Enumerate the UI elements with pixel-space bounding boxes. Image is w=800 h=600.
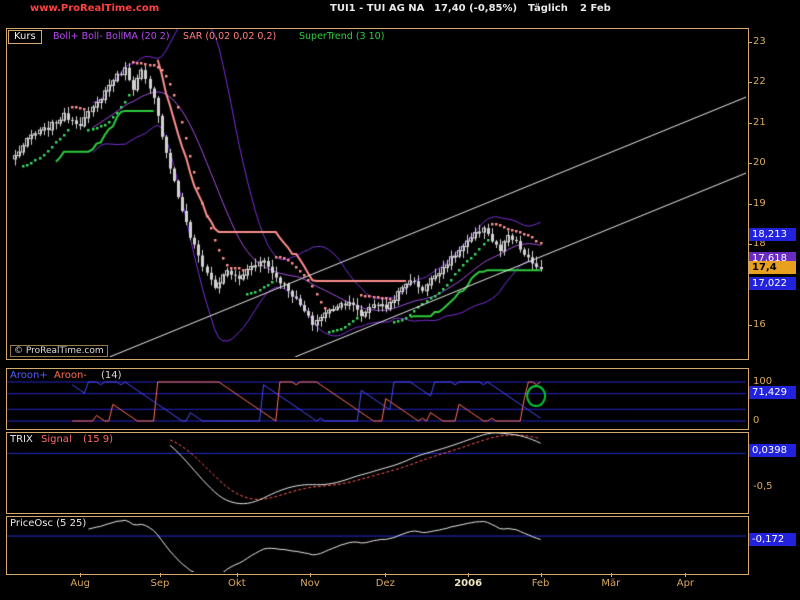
month-label: Nov bbox=[300, 578, 320, 589]
month-label: Feb bbox=[531, 578, 550, 589]
trix-signal-label[interactable]: Signal bbox=[41, 434, 72, 445]
aroon-period-label: (14) bbox=[101, 370, 122, 381]
trix-label[interactable]: TRIX bbox=[10, 434, 33, 445]
price-chart-panel: Kurs Boll+ Boll- BollMA (20 2) SAR (0,02… bbox=[6, 28, 749, 360]
price-value-box: 18,213 bbox=[749, 228, 796, 242]
trix-scale-tick: -0,5 bbox=[753, 481, 773, 493]
price-chart-canvas[interactable] bbox=[7, 29, 746, 357]
trix-value-box: 0,0398 bbox=[749, 443, 796, 457]
price-scale-tickmark bbox=[748, 203, 752, 205]
priceosc-panel: PriceOsc (5 25) bbox=[6, 516, 749, 575]
aroon-scale-tick: 100 bbox=[753, 376, 773, 387]
sar-label[interactable]: SAR (0,02 0,02 0,2) bbox=[183, 31, 277, 42]
month-tickmark bbox=[310, 573, 311, 577]
aroon-canvas[interactable] bbox=[7, 369, 746, 427]
price-scale-tickmark bbox=[748, 163, 752, 165]
price-scale-tick: 20 bbox=[753, 157, 766, 169]
month-label: Aug bbox=[70, 578, 90, 589]
aroon-value-box: 71,429 bbox=[749, 386, 796, 400]
aroon-minus-label[interactable]: Aroon- bbox=[54, 370, 87, 381]
aroon-panel: Aroon+ Aroon- (14) bbox=[6, 368, 749, 430]
price-scale-tick: 19 bbox=[753, 197, 766, 209]
price-value-box: 17,022 bbox=[749, 276, 796, 290]
brand-link[interactable]: www.ProRealTime.com bbox=[30, 3, 160, 14]
price-scale-tick: 21 bbox=[753, 116, 766, 128]
price-scale-tickmark bbox=[748, 82, 752, 84]
priceosc-canvas[interactable] bbox=[7, 517, 746, 572]
aroon-scale-tick: 0 bbox=[753, 415, 760, 426]
month-label: Dez bbox=[375, 578, 395, 589]
instrument-title: TUI1 - TUI AG NA bbox=[330, 3, 425, 14]
month-label: Mär bbox=[601, 578, 621, 589]
last-quote: 17,40 (-0,85%) bbox=[434, 3, 518, 14]
month-tickmark bbox=[385, 573, 386, 577]
price-scale-tick: 23 bbox=[753, 36, 766, 47]
tab-kurs[interactable]: Kurs bbox=[8, 30, 42, 44]
month-tickmark bbox=[541, 573, 542, 577]
price-scale-tickmark bbox=[748, 122, 752, 124]
month-label: 2006 bbox=[454, 578, 483, 589]
trix-panel: TRIX Signal (15 9) bbox=[6, 432, 749, 514]
month-tickmark bbox=[468, 573, 469, 577]
month-label: Apr bbox=[676, 578, 695, 589]
bollinger-label[interactable]: Boll+ Boll- BollMA (20 2) bbox=[53, 31, 170, 42]
priceosc-label[interactable]: PriceOsc (5 25) bbox=[10, 518, 87, 529]
aroon-plus-label[interactable]: Aroon+ bbox=[10, 370, 48, 381]
price-value-box: 17,4 bbox=[749, 261, 796, 275]
price-scale-tickmark bbox=[748, 324, 752, 326]
price-scale-tick: 16 bbox=[753, 318, 766, 330]
month-label: Okt bbox=[228, 578, 246, 589]
price-scale-tickmark bbox=[748, 42, 752, 43]
supertrend-label[interactable]: SuperTrend (3 10) bbox=[299, 31, 385, 42]
month-tickmark bbox=[160, 573, 161, 577]
month-tickmark bbox=[611, 573, 612, 577]
trix-period-label: (15 9) bbox=[83, 434, 114, 445]
month-tickmark bbox=[237, 573, 238, 577]
date-label: 2 Feb bbox=[580, 3, 611, 14]
month-tickmark bbox=[685, 573, 686, 577]
price-scale-tick: 18 bbox=[753, 238, 766, 249]
trix-canvas[interactable] bbox=[7, 433, 746, 511]
price-scale-tickmark bbox=[748, 244, 752, 245]
priceosc-value-box: -0,172 bbox=[749, 532, 796, 546]
month-label: Sep bbox=[150, 578, 170, 589]
timeframe-label[interactable]: Täglich bbox=[528, 3, 568, 14]
copyright-label: © ProRealTime.com bbox=[10, 345, 108, 357]
price-scale-tick: 22 bbox=[753, 76, 766, 88]
month-tickmark bbox=[80, 573, 81, 577]
